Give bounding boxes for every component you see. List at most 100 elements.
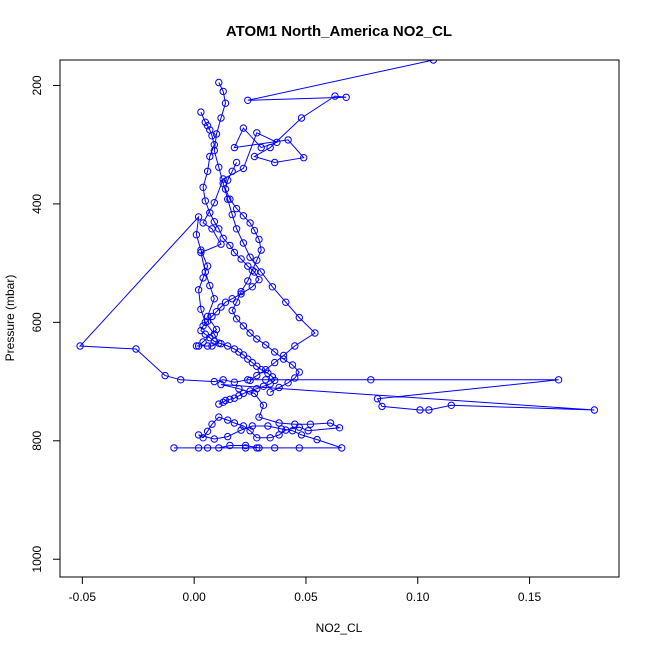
data-point [253,444,261,452]
x-tick-label: 0.10 [406,590,430,604]
data-point [208,342,216,350]
data-point [367,376,375,384]
data-point [232,158,241,167]
data-point [219,234,227,243]
data-point [378,402,386,411]
data-point [221,298,230,306]
data-point [197,108,205,116]
data-point [266,380,274,388]
data-point [246,219,254,227]
data-point [230,419,239,427]
data-point [271,376,279,385]
data-point [197,246,205,254]
data-point [226,395,234,403]
data-point [253,256,261,264]
data-point [203,342,212,350]
x-tick-label: 0.00 [182,590,206,604]
data-point [228,210,236,219]
data-point [219,376,227,384]
data-point [239,322,248,330]
data-point [217,340,225,348]
data-point [246,387,254,395]
data-point [295,444,303,452]
data-point [203,427,212,435]
data-point [297,431,306,439]
y-tick-label: 400 [30,194,44,214]
data-point [271,348,279,356]
data-point [271,158,279,167]
data-point [215,413,223,421]
data-point [253,362,261,370]
data-point [244,262,252,270]
data-point [590,406,599,414]
data-point [76,342,84,350]
data-point [244,355,252,363]
data-point [306,420,315,428]
data-point [295,423,303,431]
data-point [273,138,281,147]
data-point [338,444,346,452]
data-point [219,87,227,96]
data-point [248,283,257,291]
data-point [262,376,270,384]
data-point [217,380,225,389]
data-point [206,209,214,217]
data-point [199,274,207,282]
data-point [235,392,243,400]
data-point [257,268,265,276]
data-point [215,163,223,171]
data-point [335,424,344,432]
data-point [224,195,232,203]
data-point [194,431,203,439]
data-point [230,143,239,152]
data-point [203,167,212,176]
data-point [219,179,227,187]
data-point [230,394,239,402]
data-point [203,122,212,130]
data-point [250,389,259,398]
data-point [132,345,140,353]
y-axis: 200 400 600 800 1000 [30,75,61,573]
y-tick-label: 1000 [30,546,44,573]
data-point [226,241,234,250]
data-point [228,306,236,315]
data-point [210,330,219,338]
data-point [241,441,250,450]
data-point [230,248,239,257]
data-point [194,286,203,294]
data-point [239,212,248,220]
data-point [342,93,350,102]
data-point [282,298,290,306]
data-point [331,92,339,100]
data-point [228,295,236,303]
data-point [210,218,219,226]
data-point [425,406,433,414]
data-point [277,425,286,433]
data-point [215,400,223,408]
data-point [197,305,205,313]
data-point [226,441,234,450]
data-point [224,342,232,350]
data-point [194,342,203,350]
data-point [194,444,203,452]
data-point [246,427,254,435]
x-tick-label: -0.05 [69,590,97,604]
data-point [212,325,221,334]
data-point [239,239,248,247]
data-point [300,154,308,162]
y-axis-label: Pressure (mbar) [3,275,17,362]
data-point [199,322,207,330]
data-point [244,277,252,285]
data-point [210,146,219,155]
data-point [199,338,207,346]
data-point [288,361,297,369]
data-point [194,213,203,221]
x-axis-label: NO2_CL [316,621,363,635]
data-point [313,435,321,444]
y-tick-label: 800 [30,430,44,450]
x-tick-label: 0.05 [294,590,318,604]
data-point [255,444,263,452]
data-point [262,366,270,374]
data-point [257,143,265,152]
